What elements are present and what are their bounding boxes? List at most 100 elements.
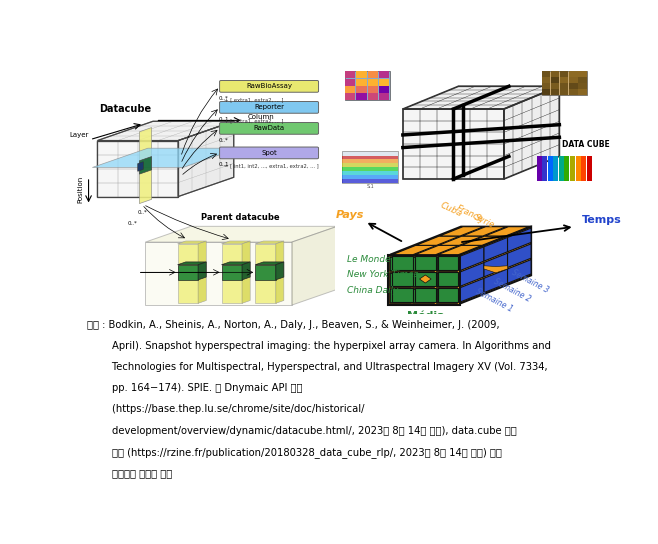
FancyBboxPatch shape	[356, 86, 367, 93]
Polygon shape	[416, 236, 460, 245]
Polygon shape	[484, 266, 507, 273]
FancyBboxPatch shape	[576, 156, 580, 181]
FancyBboxPatch shape	[542, 71, 550, 77]
Text: 취합하여 연구진 작성: 취합하여 연구진 작성	[88, 468, 172, 478]
Text: France: France	[455, 204, 484, 224]
Polygon shape	[507, 259, 531, 283]
Text: Position: Position	[78, 176, 84, 203]
Polygon shape	[413, 257, 434, 271]
FancyBboxPatch shape	[551, 89, 559, 95]
FancyBboxPatch shape	[551, 71, 559, 77]
Text: 0..*: 0..*	[219, 138, 229, 143]
Polygon shape	[276, 262, 284, 280]
Text: = [ int1, int2, ..., extra1, extra2, ... ]: = [ int1, int2, ..., extra1, extra2, ...…	[224, 164, 318, 169]
Text: Parent datacube: Parent datacube	[201, 213, 280, 222]
FancyBboxPatch shape	[553, 156, 559, 181]
Polygon shape	[413, 273, 434, 287]
FancyBboxPatch shape	[342, 163, 398, 167]
FancyBboxPatch shape	[560, 77, 569, 83]
Polygon shape	[403, 86, 559, 109]
Polygon shape	[415, 288, 436, 302]
Text: S.1: S.1	[366, 184, 374, 189]
Polygon shape	[507, 228, 531, 252]
Polygon shape	[242, 262, 250, 280]
FancyBboxPatch shape	[551, 77, 559, 83]
Text: Cuba: Cuba	[439, 201, 464, 219]
FancyBboxPatch shape	[560, 89, 569, 95]
Text: New York Times: New York Times	[347, 270, 418, 280]
Text: Spot: Spot	[261, 150, 277, 156]
Polygon shape	[145, 226, 338, 242]
Polygon shape	[461, 279, 484, 302]
FancyBboxPatch shape	[342, 171, 398, 175]
Polygon shape	[504, 86, 559, 179]
Polygon shape	[222, 244, 242, 304]
Polygon shape	[415, 245, 459, 255]
Polygon shape	[437, 257, 457, 271]
Polygon shape	[390, 289, 411, 304]
Text: Layer: Layer	[69, 132, 89, 139]
FancyBboxPatch shape	[356, 71, 367, 78]
Text: 0..*: 0..*	[138, 210, 147, 215]
Polygon shape	[413, 289, 434, 304]
Text: Média: Média	[407, 311, 444, 321]
Text: 0..1: 0..1	[219, 117, 230, 122]
Polygon shape	[222, 262, 250, 265]
FancyBboxPatch shape	[220, 122, 318, 134]
Polygon shape	[178, 262, 206, 265]
Polygon shape	[461, 227, 531, 304]
FancyBboxPatch shape	[220, 102, 318, 113]
Polygon shape	[390, 257, 411, 271]
Text: 0..*: 0..*	[128, 220, 138, 226]
Polygon shape	[255, 241, 284, 244]
FancyBboxPatch shape	[345, 93, 355, 100]
Text: Semaine 1: Semaine 1	[474, 287, 515, 314]
FancyBboxPatch shape	[578, 71, 587, 77]
Polygon shape	[222, 241, 250, 244]
FancyBboxPatch shape	[356, 78, 367, 85]
Polygon shape	[178, 241, 206, 244]
Polygon shape	[255, 265, 276, 280]
FancyBboxPatch shape	[342, 179, 398, 183]
FancyBboxPatch shape	[542, 156, 547, 181]
Polygon shape	[255, 244, 276, 304]
FancyBboxPatch shape	[368, 71, 378, 78]
Text: 출처 : Bodkin, A., Sheinis, A., Norton, A., Daly, J., Beaven, S., & Weinheimer, J.: 출처 : Bodkin, A., Sheinis, A., Norton, A.…	[88, 319, 500, 330]
Text: Temps: Temps	[582, 215, 622, 225]
Polygon shape	[392, 245, 436, 255]
Polygon shape	[388, 255, 461, 305]
Polygon shape	[462, 227, 507, 236]
Text: development/overview/dynamic/datacube.html/, 2023년 8월 14일 접속), data.cube 관련: development/overview/dynamic/datacube.ht…	[88, 425, 517, 436]
FancyBboxPatch shape	[368, 86, 378, 93]
FancyBboxPatch shape	[570, 156, 575, 181]
FancyBboxPatch shape	[342, 175, 398, 179]
Text: pp. 164−174). SPIE. 와 Dnymaic API 자료: pp. 164−174). SPIE. 와 Dnymaic API 자료	[88, 383, 303, 393]
FancyBboxPatch shape	[559, 156, 564, 181]
FancyBboxPatch shape	[542, 83, 550, 89]
FancyBboxPatch shape	[537, 156, 542, 181]
FancyBboxPatch shape	[542, 77, 550, 83]
FancyBboxPatch shape	[569, 71, 578, 77]
FancyBboxPatch shape	[569, 83, 578, 89]
Text: RawBioAssay: RawBioAssay	[246, 83, 292, 89]
Polygon shape	[276, 241, 284, 304]
Text: Semaine 3: Semaine 3	[510, 268, 550, 294]
Polygon shape	[438, 256, 459, 270]
Polygon shape	[415, 256, 436, 270]
Text: + [ extra1, extra2, ... ]: + [ extra1, extra2, ... ]	[224, 118, 283, 123]
Polygon shape	[438, 245, 482, 255]
FancyBboxPatch shape	[379, 93, 390, 100]
FancyBboxPatch shape	[560, 71, 569, 77]
FancyBboxPatch shape	[542, 71, 587, 95]
FancyBboxPatch shape	[551, 83, 559, 89]
Polygon shape	[437, 289, 457, 304]
Polygon shape	[390, 227, 531, 255]
FancyBboxPatch shape	[368, 93, 378, 100]
Polygon shape	[392, 272, 413, 286]
FancyBboxPatch shape	[342, 159, 398, 163]
Polygon shape	[145, 242, 291, 305]
Polygon shape	[438, 272, 459, 286]
Text: Reporter: Reporter	[254, 104, 284, 110]
Text: Column: Column	[247, 114, 274, 120]
Text: DATA CUBE: DATA CUBE	[562, 140, 610, 149]
